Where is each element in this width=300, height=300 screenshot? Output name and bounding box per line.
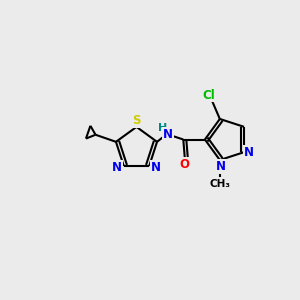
- Text: N: N: [151, 161, 161, 174]
- Text: O: O: [180, 158, 190, 171]
- Text: S: S: [132, 114, 141, 127]
- Text: N: N: [244, 146, 254, 159]
- Text: Cl: Cl: [203, 88, 215, 101]
- Text: CH₃: CH₃: [209, 179, 230, 189]
- Text: H: H: [158, 122, 167, 133]
- Text: N: N: [112, 161, 122, 174]
- Text: N: N: [163, 128, 173, 141]
- Text: N: N: [216, 160, 226, 173]
